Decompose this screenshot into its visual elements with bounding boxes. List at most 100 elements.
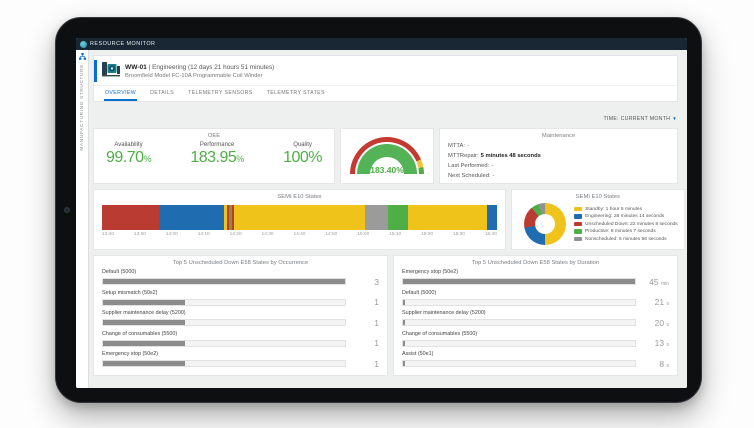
axis-tick: 15:10 xyxy=(389,232,402,237)
machine-info: WW-01 | Engineering (12 days 21 hours 51… xyxy=(125,64,274,79)
chevron-down-icon: ▼ xyxy=(672,116,677,121)
quality-metric: Quality 100% xyxy=(283,142,322,166)
timeline-axis: 13:40 13:50 14:00 14:10 14:20 14:30 14:4… xyxy=(102,232,497,237)
legend-swatch xyxy=(574,206,582,212)
axis-tick: 14:00 xyxy=(165,232,178,237)
bar-row: Assist (50e1) 8 s xyxy=(402,351,669,369)
tab-telemetry-states[interactable]: TELEMETRY STATES xyxy=(266,90,325,96)
e10-timeline-panel: SEMI E10 States xyxy=(93,189,506,250)
bar-fill xyxy=(403,340,406,346)
mtta-row: MTTA: - xyxy=(448,143,469,149)
machine-icon xyxy=(101,60,121,82)
legend-swatch xyxy=(574,214,582,219)
axis-tick: 13:40 xyxy=(102,232,115,237)
bar-row: Change of consumables (5500) 1 xyxy=(102,330,379,348)
gauge-value-label: 183.40% xyxy=(370,165,404,175)
bar-fill xyxy=(403,361,406,366)
maintenance-title: Maintenance xyxy=(541,133,576,139)
bar-row: Supplier maintenance delay (5200) 1 xyxy=(102,310,379,328)
axis-tick: 15:40 xyxy=(484,232,497,237)
machine-state: | Engineering (12 days 21 hours 51 minut… xyxy=(148,63,275,71)
bar-fill xyxy=(103,361,186,366)
timeline-segment xyxy=(229,205,232,230)
legend-swatch xyxy=(574,229,582,234)
bar-fill xyxy=(103,340,186,346)
bar-row: Emergency stop (50e2) 45 min xyxy=(402,269,669,287)
machine-model: Broomfield Model FC-10A Programmable Coi… xyxy=(125,72,263,79)
e10-state-timeline xyxy=(102,205,497,230)
timeline-title: SEMI E10 States xyxy=(277,194,322,200)
bar-row: Default (5000) 3 xyxy=(102,269,379,287)
next-scheduled-row: Next Scheduled: - xyxy=(448,173,495,179)
machine-title: WW-01 | Engineering (12 days 21 hours 51… xyxy=(125,64,274,71)
axis-tick: 15:00 xyxy=(357,232,370,237)
axis-tick: 15:20 xyxy=(421,232,434,237)
axis-tick: 14:20 xyxy=(229,232,242,237)
legend-swatch xyxy=(574,236,582,242)
bar-fill xyxy=(103,320,186,325)
bar-row: Emergency stop (50e2) 1 xyxy=(102,351,379,369)
bar-row: Supplier maintenance delay (5200) 20 s xyxy=(402,310,669,328)
time-filter-label: TIME: CURRENT MONTH xyxy=(603,116,671,122)
tab-bar: OVERVIEW DETAILS TELEMETRY SENSORS TELEM… xyxy=(94,85,677,101)
timeline-segment xyxy=(226,205,230,230)
timeline-segment xyxy=(408,205,488,230)
timeline-segment xyxy=(487,205,497,230)
duration-panel: Top 5 Unscheduled Down E58 States by Dur… xyxy=(393,255,678,376)
oee-panel: OEE Availability 99.70% Performance 183.… xyxy=(93,128,335,184)
tablet-device: RESOURCE MONITOR MANUFACTURING STRUCTURE xyxy=(55,17,702,403)
bar-fill xyxy=(403,299,406,305)
timeline-segment xyxy=(234,205,365,230)
filter-row: TIME: CURRENT MONTH ▼ xyxy=(93,107,677,125)
axis-tick: 13:50 xyxy=(133,232,146,237)
bar-row: Setup mismatch (50s2) 1 xyxy=(102,289,379,307)
app-title: RESOURCE MONITOR xyxy=(90,41,156,47)
duration-title: Top 5 Unscheduled Down E58 States by Dur… xyxy=(471,260,600,266)
manufacturing-structure-rail[interactable]: MANUFACTURING STRUCTURE xyxy=(76,50,89,388)
donut-legend: Standby: 1 hour 5 minutes Engineering: 2… xyxy=(574,207,678,242)
donut-title: SEMI E10 States xyxy=(575,194,620,200)
axis-tick: 14:10 xyxy=(197,232,210,237)
e10-donut-panel: SEMI E10 States Standby: 1 hour 5 minute… xyxy=(511,189,685,250)
occurrence-title: Top 5 Unscheduled Down E58 States by Occ… xyxy=(172,260,309,266)
bar-fill xyxy=(103,279,345,284)
legend-item: Engineering: 28 minutes 14 seconds xyxy=(574,214,678,219)
timeline-segment xyxy=(102,205,160,230)
timeline-segment xyxy=(364,205,389,230)
legend-item: Nonscheduled: 6 minutes 56 seconds xyxy=(574,237,678,242)
occurrence-panel: Top 5 Unscheduled Down E58 States by Occ… xyxy=(93,255,388,376)
bar-row: Default (5000) 21 s xyxy=(402,289,669,307)
hierarchy-icon[interactable] xyxy=(78,53,86,60)
app-header-bar: RESOURCE MONITOR xyxy=(76,38,687,50)
header-accent-bar xyxy=(94,60,97,82)
axis-tick: 14:40 xyxy=(293,232,306,237)
oee-gauge: 183.40% xyxy=(349,135,425,177)
tab-overview[interactable]: OVERVIEW xyxy=(104,86,138,101)
bar-fill xyxy=(403,279,635,284)
availability-metric: Availability 99.70% xyxy=(106,142,152,166)
tab-telemetry-sensors[interactable]: TELEMETRY SENSORS xyxy=(188,90,253,96)
time-filter-dropdown[interactable]: TIME: CURRENT MONTH ▼ xyxy=(604,116,677,122)
e10-donut xyxy=(524,203,566,245)
timeline-segment xyxy=(388,205,409,230)
performance-metric: Performance 183.95% xyxy=(190,142,244,166)
oee-title: OEE xyxy=(207,133,221,139)
app-window: RESOURCE MONITOR MANUFACTURING STRUCTURE xyxy=(76,38,687,388)
mttrepair-row: MTTRepair: 5 minutes 48 seconds xyxy=(448,153,541,159)
last-performed-row: Last Performed: - xyxy=(448,163,494,169)
rail-label: MANUFACTURING STRUCTURE xyxy=(79,64,85,151)
tablet-camera xyxy=(64,207,70,213)
timeline-segment xyxy=(224,205,227,230)
axis-tick: 15:30 xyxy=(452,232,465,237)
legend-swatch xyxy=(574,221,582,227)
legend-item: Productive: 8 minutes 7 seconds xyxy=(574,229,678,234)
bar-row: Change of consumables (5500) 13 s xyxy=(402,330,669,348)
legend-item: Unscheduled Down: 22 minutes 8 seconds xyxy=(574,222,678,227)
dashboard-main: WW-01 | Engineering (12 days 21 hours 51… xyxy=(89,50,687,388)
axis-tick: 14:30 xyxy=(261,232,274,237)
app-logo-icon xyxy=(80,40,87,48)
timeline-segment xyxy=(159,205,225,230)
tab-details[interactable]: DETAILS xyxy=(150,90,175,96)
maintenance-panel: Maintenance MTTA: - MTTRepair: 5 minutes 4… xyxy=(439,128,678,184)
